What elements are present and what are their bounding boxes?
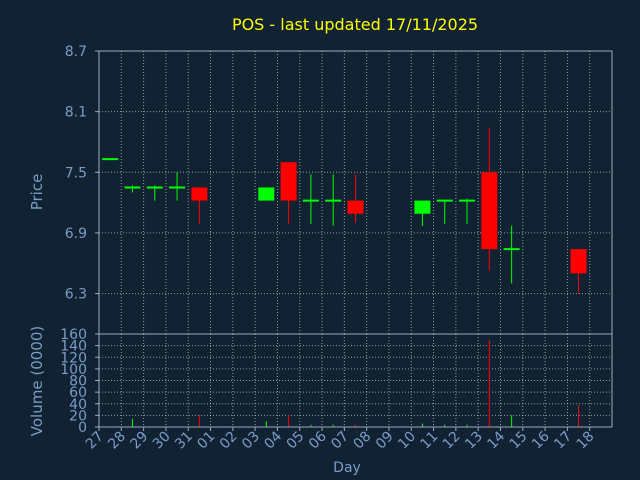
volume-y-tick-label: 60 <box>69 385 87 401</box>
candle-body <box>191 187 208 201</box>
volume-y-tick-label: 120 <box>60 350 87 366</box>
volume-y-tick-label: 20 <box>69 408 87 424</box>
candle-13 <box>481 127 498 271</box>
candle-body <box>347 200 364 214</box>
price-y-tick-label: 7.5 <box>65 165 87 181</box>
volume-y-tick-label: 140 <box>60 339 87 355</box>
chart-title: POS - last updated 17/11/2025 <box>232 15 478 34</box>
volume-y-tick-label: 160 <box>60 327 87 343</box>
candle-17 <box>570 249 587 294</box>
candle-10 <box>414 200 431 226</box>
price-y-axis-label: Price <box>28 174 46 211</box>
volume-y-axis-label: Volume (0000) <box>28 326 46 436</box>
candle-14 <box>503 225 520 284</box>
candle-07 <box>347 174 364 223</box>
candle-29 <box>146 185 163 201</box>
price-candles <box>102 127 587 294</box>
price-y-tick-label: 6.3 <box>65 287 87 303</box>
price-y-tick-label: 8.7 <box>65 44 87 60</box>
candle-body <box>570 249 587 274</box>
candle-04 <box>280 162 297 224</box>
candle-body <box>414 200 431 214</box>
candle-body <box>481 172 498 250</box>
price-y-tick-label: 6.9 <box>65 226 87 242</box>
price-y-tick-labels: 8.7 8.1 7.5 6.9 6.3 <box>65 44 99 303</box>
volume-y-tick-label: 0 <box>78 420 87 436</box>
volume-bars <box>131 339 580 427</box>
x-axis-label: Day <box>333 460 361 476</box>
candle-31 <box>191 187 208 224</box>
candle-body <box>258 187 275 201</box>
candle-30 <box>169 172 186 201</box>
candle-05 <box>302 174 319 224</box>
price-y-tick-label: 8.1 <box>65 105 87 121</box>
candle-12 <box>459 198 476 224</box>
candle-11 <box>436 199 453 224</box>
candle-28 <box>124 185 141 193</box>
volume-y-tick-label: 100 <box>60 362 87 378</box>
price-grid <box>99 50 612 334</box>
x-tick-labels: 2728293031010203040506070809101112131415… <box>83 427 598 452</box>
volume-grid <box>99 333 612 428</box>
volume-y-tick-label: 40 <box>69 397 87 413</box>
volume-y-tick-label: 80 <box>69 374 87 390</box>
candle-body <box>280 162 297 201</box>
candle-06 <box>325 174 342 226</box>
candle-03 <box>258 187 275 201</box>
